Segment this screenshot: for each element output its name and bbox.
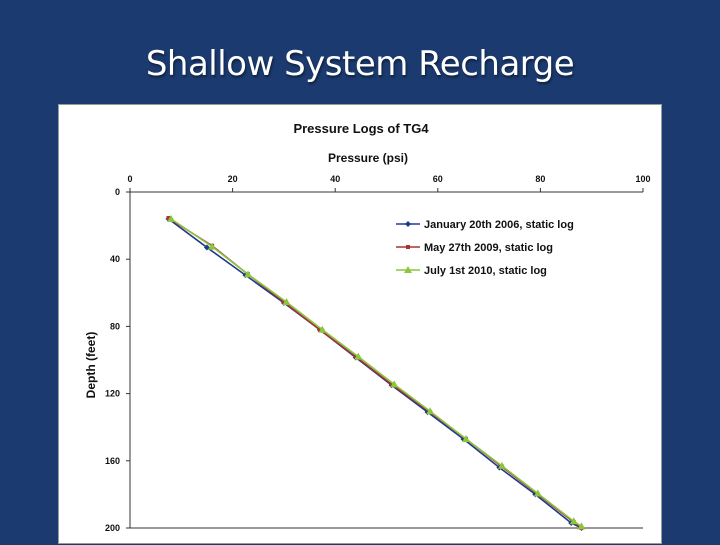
y-tick-label: 160 bbox=[105, 456, 120, 466]
data-point bbox=[354, 352, 363, 360]
data-point bbox=[533, 489, 542, 497]
legend-label: July 1st 2010, static log bbox=[424, 265, 547, 277]
x-tick-label: 100 bbox=[635, 174, 650, 184]
y-tick-label: 40 bbox=[110, 254, 120, 264]
y-tick-label: 0 bbox=[115, 187, 120, 197]
data-point bbox=[318, 325, 327, 333]
series-1 bbox=[165, 215, 585, 531]
data-point bbox=[166, 216, 171, 221]
x-tick-label: 0 bbox=[127, 174, 132, 184]
data-point bbox=[389, 382, 394, 387]
legend-item-3: July 1st 2010, static log bbox=[396, 265, 547, 277]
data-point bbox=[317, 327, 322, 332]
data-point bbox=[167, 214, 176, 222]
legend-label: January 20th 2006, static log bbox=[424, 219, 574, 231]
data-point bbox=[569, 517, 578, 525]
data-point bbox=[390, 380, 399, 388]
chart-title: Pressure Logs of TG4 bbox=[293, 121, 429, 136]
pressure-depth-chart: Pressure Logs of TG4 Pressure (psi) Dept… bbox=[84, 121, 651, 533]
data-point bbox=[426, 407, 435, 415]
legend-item-2: May 27th 2009, static log bbox=[396, 242, 553, 254]
data-point bbox=[208, 242, 217, 250]
x-tick-label: 60 bbox=[433, 174, 443, 184]
slide-title: Shallow System Recharge bbox=[145, 44, 575, 84]
data-point bbox=[462, 434, 471, 442]
data-point bbox=[203, 244, 210, 251]
series-3 bbox=[167, 214, 586, 530]
y-tick-label: 80 bbox=[110, 321, 120, 331]
chart-frame: Pressure Logs of TG4 Pressure (psi) Dept… bbox=[58, 104, 662, 544]
legend-label: May 27th 2009, static log bbox=[424, 242, 553, 254]
y-axis-label: Depth (feet) bbox=[84, 332, 98, 399]
data-point bbox=[243, 270, 252, 278]
x-tick-label: 20 bbox=[228, 174, 238, 184]
data-point bbox=[353, 354, 358, 359]
data-point bbox=[406, 245, 410, 249]
y-tick-label: 120 bbox=[105, 389, 120, 399]
data-point bbox=[404, 266, 412, 273]
data-point bbox=[497, 461, 506, 469]
data-point bbox=[405, 221, 411, 227]
data-point bbox=[282, 298, 291, 306]
data-point bbox=[281, 300, 286, 305]
data-point bbox=[577, 522, 586, 530]
x-tick-label: 80 bbox=[535, 174, 545, 184]
y-tick-label: 200 bbox=[105, 523, 120, 533]
legend-item-1: January 20th 2006, static log bbox=[396, 219, 574, 231]
x-tick-label: 40 bbox=[330, 174, 340, 184]
x-axis-label: Pressure (psi) bbox=[328, 151, 408, 165]
